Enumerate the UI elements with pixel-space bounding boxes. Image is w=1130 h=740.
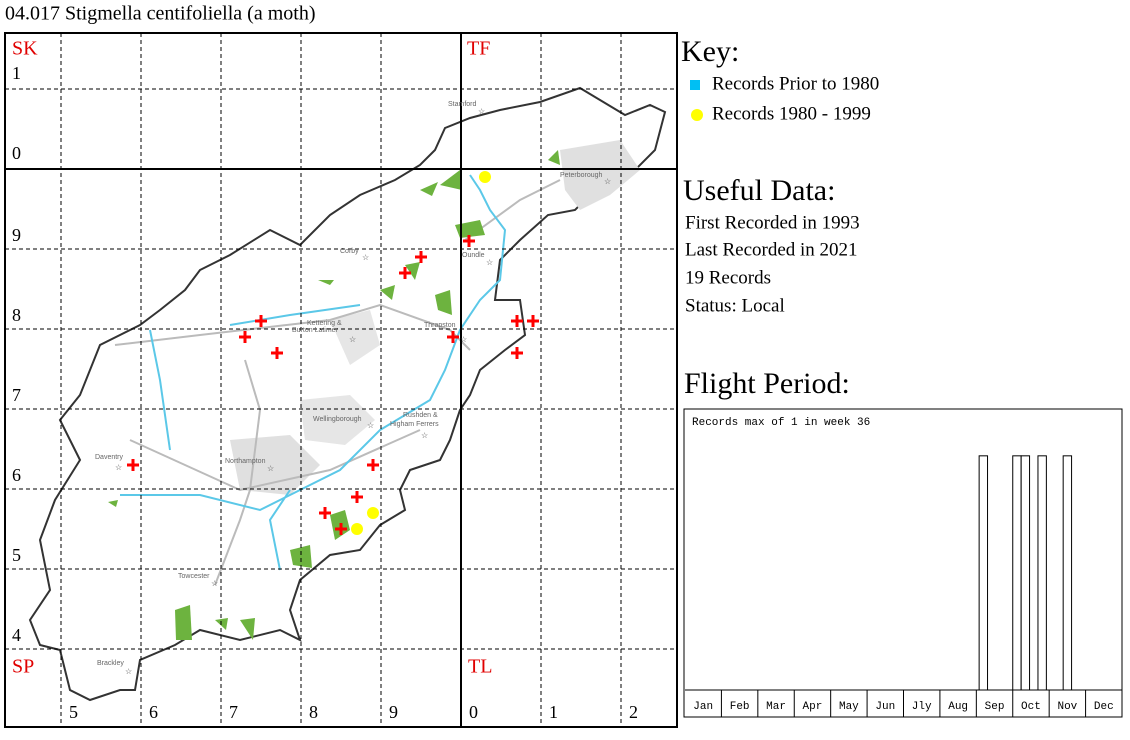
town-marker: ☆ xyxy=(115,463,122,472)
col-label: 6 xyxy=(149,702,158,722)
row-label: 7 xyxy=(12,385,21,405)
useful-line: Last Recorded in 2021 xyxy=(685,239,858,260)
row-label: 6 xyxy=(12,465,21,485)
urban-area xyxy=(230,435,320,495)
key-title: Key: xyxy=(681,35,739,68)
month-label: Mar xyxy=(766,701,786,713)
month-label: Jan xyxy=(693,701,713,713)
col-label: 7 xyxy=(229,702,238,722)
chart-annotation: Records max of 1 in week 36 xyxy=(692,417,870,429)
grid-square-label: TL xyxy=(468,656,492,678)
record-dot xyxy=(351,171,491,535)
records xyxy=(127,171,539,535)
row-label: 1 xyxy=(12,63,21,83)
bar xyxy=(1020,455,1031,691)
town-marker: ☆ xyxy=(211,579,218,588)
grid-square-label: SP xyxy=(12,656,34,678)
col-label: 0 xyxy=(469,702,478,722)
col-label: 9 xyxy=(389,702,398,722)
page-title: 04.017 Stigmella centifoliella (a moth) xyxy=(5,3,315,25)
useful-line: First Recorded in 1993 xyxy=(685,212,860,233)
town-marker: ☆ xyxy=(421,431,428,440)
town-marker: ☆ xyxy=(486,258,493,267)
place-label: Thrapston xyxy=(424,322,456,329)
month-label: Jly xyxy=(912,701,932,713)
place-label: Rushden & xyxy=(403,412,438,419)
month-label: May xyxy=(839,701,859,713)
month-label: Dec xyxy=(1094,701,1114,713)
key-swatch xyxy=(690,80,700,90)
urban-area xyxy=(560,140,640,210)
river xyxy=(120,174,507,571)
town-marker: ☆ xyxy=(460,335,467,344)
place-label: Corby xyxy=(340,248,359,255)
useful-line: Status: Local xyxy=(685,295,785,316)
key-swatch xyxy=(691,109,703,121)
place-label: Stamford xyxy=(448,101,477,108)
chart-title: Flight Period: xyxy=(684,367,850,400)
chart-frame xyxy=(683,408,1123,718)
place-labels: Stamford Peterborough Corby Oundle Kettering… xyxy=(95,101,611,676)
town-marker: ☆ xyxy=(267,464,274,473)
place-label: Burton Latimer xyxy=(292,327,339,334)
place-label: Northampton xyxy=(225,458,266,465)
bar xyxy=(1012,455,1022,691)
key-item: Records Prior to 1980 xyxy=(712,73,879,94)
key-item: Records 1980 - 1999 xyxy=(712,103,871,124)
place-label: Higham Ferrers xyxy=(390,421,439,428)
bar xyxy=(1062,455,1073,691)
place-label: Daventry xyxy=(95,454,124,461)
month-label: Oct xyxy=(1021,701,1041,713)
town-marker: ☆ xyxy=(349,335,356,344)
town-marker: ☆ xyxy=(604,177,611,186)
woodland xyxy=(108,150,560,640)
place-label: Kettering & xyxy=(307,320,342,327)
col-label: 2 xyxy=(629,702,638,722)
row-label: 9 xyxy=(12,225,21,245)
town-marker: ☆ xyxy=(125,667,132,676)
place-label: Peterborough xyxy=(560,172,603,179)
month-label: Apr xyxy=(803,701,823,713)
bar xyxy=(1037,455,1047,691)
record-cross xyxy=(127,235,539,535)
col-label: 8 xyxy=(309,702,318,722)
row-label: 8 xyxy=(12,305,21,325)
grid-square-label: SK xyxy=(12,38,38,60)
place-label: Towcester xyxy=(178,573,210,580)
town-marker: ☆ xyxy=(367,421,374,430)
row-label: 5 xyxy=(12,545,21,565)
town-marker: ☆ xyxy=(362,253,369,262)
row-label: 0 xyxy=(12,143,21,163)
month-label: Feb xyxy=(730,701,750,713)
place-label: Brackley xyxy=(97,660,124,667)
urban-area xyxy=(300,395,375,445)
month-label: Sep xyxy=(985,701,1005,713)
col-label: 5 xyxy=(69,702,78,722)
grid-square-label: TF xyxy=(467,38,490,60)
month-label: Jun xyxy=(875,701,895,713)
town-marker: ☆ xyxy=(478,107,485,116)
bar xyxy=(978,455,989,691)
useful-title: Useful Data: xyxy=(683,174,835,207)
place-label: Oundle xyxy=(462,252,485,259)
month-label: Nov xyxy=(1057,701,1077,713)
row-label: 4 xyxy=(12,625,21,645)
urban-area xyxy=(330,310,380,365)
side-panel: Key: Records Prior to 1980 Records 1980 … xyxy=(681,35,1123,718)
useful-line: 19 Records xyxy=(685,267,771,288)
road xyxy=(114,179,561,586)
month-label: Aug xyxy=(948,701,968,713)
col-label: 1 xyxy=(549,702,558,722)
place-label: Wellingborough xyxy=(313,416,362,423)
